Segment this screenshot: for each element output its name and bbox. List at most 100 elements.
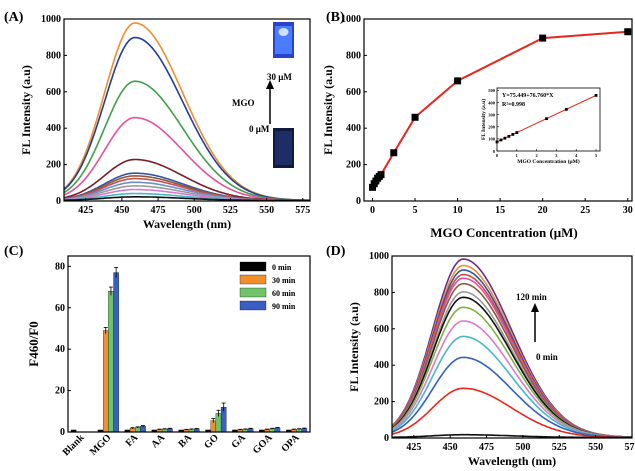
c-ytick-label: 60 <box>55 303 65 314</box>
b-xlabel: MGO Concentration (μM) <box>430 225 577 240</box>
annotation-0min: 0 min <box>536 352 558 362</box>
panel-label-d: (D) <box>326 244 346 259</box>
d-xtick-label: 425 <box>406 442 421 453</box>
inset-background <box>497 88 600 151</box>
d-xtick-label: 500 <box>515 442 530 453</box>
d-frame <box>391 255 633 439</box>
d-spectrum-line <box>391 356 632 439</box>
b-ytick-label: 800 <box>346 50 361 61</box>
a-frame <box>63 18 311 202</box>
annotation-0um: 0 μM <box>249 124 270 134</box>
inset-data-point <box>507 134 511 138</box>
inset-equation: Y=75.449+76.760*X <box>502 93 554 99</box>
inset-xlabel: MGO Concentration (μM) <box>517 158 580 165</box>
a-xtick-label: 475 <box>151 205 166 216</box>
b-xtick-label: 25 <box>580 205 590 216</box>
panel-d: (D) 0 200 400 600 800 1000 425 450 475 500 525 550 5… <box>326 244 635 468</box>
panel-a-plot: 0 200 400 600 800 1000 425 450 475 500 525 550 575 Wa… <box>19 14 311 231</box>
a-xtick-label: 425 <box>78 205 93 216</box>
annotation-30um: 30 μM <box>267 72 292 82</box>
c-category-label: GOA <box>251 432 275 456</box>
c-category-label: MGO <box>88 432 114 458</box>
d-ytick-label: 600 <box>374 324 389 335</box>
b-xtick-label: 0 <box>370 205 375 216</box>
b-data-point <box>377 171 385 179</box>
inset-ytick-label: 400 <box>488 100 496 105</box>
a-ytick-label: 0 <box>56 196 61 207</box>
c-ytick-label: 20 <box>55 386 65 397</box>
inset-data-point <box>499 138 503 142</box>
d-spectrum-line <box>391 306 632 438</box>
a-xlabel: Wavelength (nm) <box>143 217 231 231</box>
inset-xtick-label: 0 <box>496 153 499 158</box>
inset-ytick-label: 0 <box>493 149 496 154</box>
b-data-point <box>624 28 632 36</box>
c-ytick-label: 40 <box>55 344 65 355</box>
b-xtick-label: 10 <box>453 205 463 216</box>
b-data-point <box>539 34 547 42</box>
a-ytick-label: 600 <box>46 87 61 98</box>
c-legend-swatch <box>239 287 267 298</box>
inset-plot: 0 100 200 300 400 500 0 1 2 3 4 5 MGO Concentration … <box>480 87 601 165</box>
b-ytick-label: 200 <box>346 160 361 171</box>
a-ytick-label: 800 <box>46 50 61 61</box>
panel-label-c: (C) <box>4 244 24 259</box>
d-ylabel: FL Intensity (a.u) <box>347 302 361 392</box>
inset-ytick-label: 500 <box>488 88 496 93</box>
b-ytick-label: 1000 <box>341 14 361 25</box>
c-legend-label: 0 min <box>272 263 292 272</box>
b-frame <box>363 18 633 202</box>
d-ytick-label: 400 <box>374 360 389 371</box>
c-category-label: AA <box>149 432 168 451</box>
b-xtick-label: 20 <box>538 205 548 216</box>
inset-data-point <box>511 133 515 136</box>
c-bar <box>140 426 146 433</box>
a-ytick-label: 1000 <box>41 14 61 25</box>
d-xtick-label: 525 <box>552 442 567 453</box>
panel-c: (C) Blank MGO FA AA BA GO GA GOA OPA020406080F46… <box>4 244 311 458</box>
d-ytick-label: 1000 <box>369 251 389 262</box>
a-xtick-label: 575 <box>295 205 310 216</box>
d-spectrum-line <box>391 387 633 439</box>
d-ytick-label: 800 <box>374 287 389 298</box>
b-xtick-label: 15 <box>495 205 505 216</box>
c-category-label: BA <box>177 432 195 450</box>
c-legend-label: 90 min <box>272 302 296 311</box>
inset-data-point <box>545 117 548 121</box>
c-category-label: GA <box>230 432 249 451</box>
vial-image-dark <box>273 128 294 168</box>
d-xtick-label: 450 <box>443 442 458 453</box>
arrow-up-icon <box>531 303 539 342</box>
b-ytick-label: 600 <box>346 87 361 98</box>
c-legend-label: 60 min <box>272 289 296 298</box>
inset-ylabel: FL Intensity (a.u) <box>480 99 487 140</box>
c-legend-swatch <box>239 261 267 272</box>
inset-r2: R²=0.998 <box>502 102 525 108</box>
inset-frame <box>496 87 601 152</box>
d-ytick-label: 0 <box>384 433 389 444</box>
c-category-label: GO <box>202 432 221 451</box>
panel-label-a: (A) <box>4 10 24 25</box>
arrow-up-icon <box>266 80 274 124</box>
annotation-120min: 120 min <box>516 292 547 302</box>
d-ytick-label: 200 <box>374 397 389 408</box>
d-xtick-label: 575 <box>625 442 635 453</box>
d-spectrum-line <box>392 433 632 439</box>
a-xtick-label: 500 <box>187 205 202 216</box>
inset-xtick-label: 1 <box>516 153 519 158</box>
b-ytick-label: 0 <box>356 196 361 207</box>
c-bar <box>108 291 114 433</box>
a-ylabel: FL Intensity (a.u) <box>19 65 33 155</box>
a-xtick-label: 450 <box>114 205 129 216</box>
inset-data-point <box>594 93 598 97</box>
vial-image-bright <box>273 22 294 58</box>
b-ylabel: FL Intensity (a.u) <box>321 65 335 155</box>
b-xtick-label: 30 <box>623 205 633 216</box>
annotation-mgo: MGO <box>232 98 255 108</box>
panel-label-b: (B) <box>326 10 345 25</box>
d-xtick-label: 550 <box>588 442 603 453</box>
inset-xtick-label: 2 <box>535 153 538 158</box>
a-spectrum-line <box>63 36 311 202</box>
